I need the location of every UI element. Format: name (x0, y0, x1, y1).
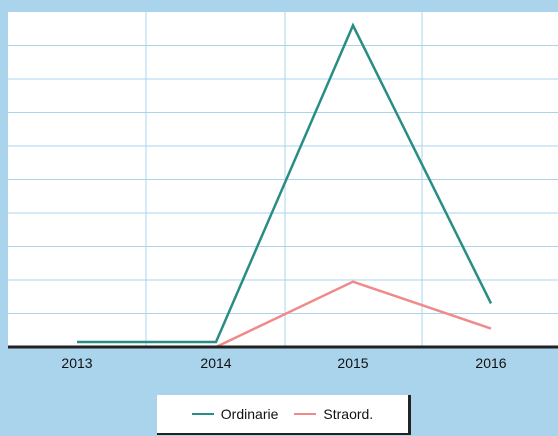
x-tick-label-2015: 2015 (337, 355, 368, 371)
legend-item-ordinarie: Ordinarie (191, 406, 279, 422)
series-line-straord (215, 280, 492, 349)
legend-label-straord: Straord. (323, 406, 374, 422)
legend-swatch-ordinarie (191, 413, 214, 415)
x-tick-label-2014: 2014 (200, 355, 231, 371)
legend-label-ordinarie: Ordinarie (220, 406, 279, 422)
x-tick-label-2013: 2013 (61, 355, 92, 371)
x-tick-label-2016: 2016 (475, 355, 506, 371)
legend-item-straord: Straord. (294, 406, 373, 422)
series-lines (77, 22, 493, 349)
legend: Ordinarie Straord. (157, 395, 411, 435)
legend-swatch-straord (294, 413, 317, 415)
line-chart: 2013 2014 2015 2016 (8, 12, 558, 371)
series-line-ordinarie (77, 22, 493, 344)
x-axis-ticks: 2013 2014 2015 2016 (61, 355, 506, 371)
